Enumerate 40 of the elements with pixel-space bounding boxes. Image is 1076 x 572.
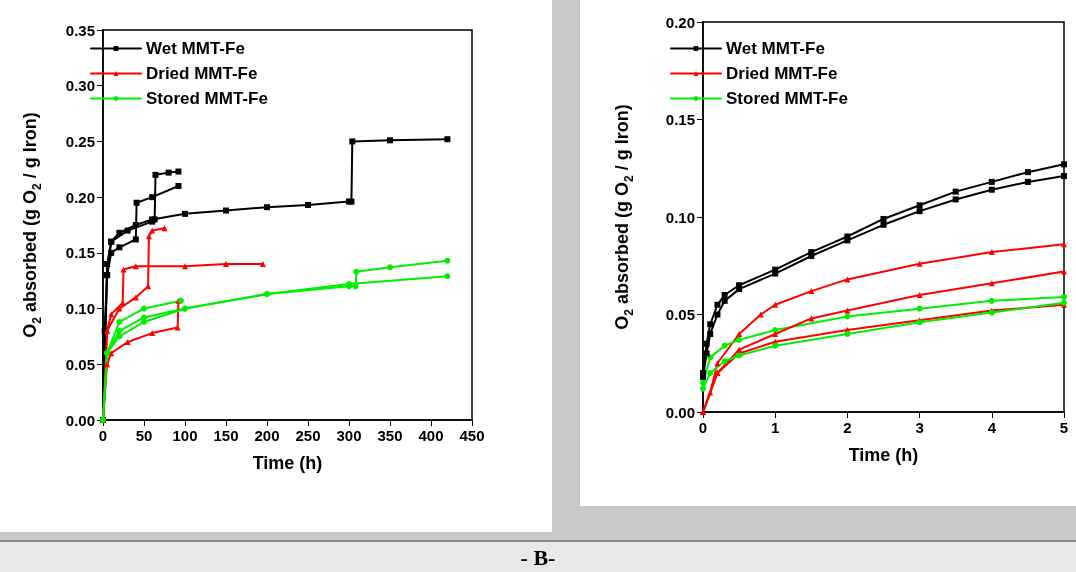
x-tick-label: 250 bbox=[295, 427, 321, 444]
x-tick-label: 400 bbox=[418, 427, 444, 444]
y-tick-label: 0.10 bbox=[665, 208, 695, 226]
x-tick-label: 0 bbox=[698, 419, 708, 436]
x-tick-label: 1 bbox=[771, 419, 780, 436]
y-tick-label: 0.00 bbox=[665, 403, 695, 421]
text: - B- bbox=[0, 540, 1076, 572]
legend-label: Wet MMT-Fe bbox=[726, 39, 825, 58]
x-tick-label: 200 bbox=[254, 427, 280, 444]
x-tick-label: 0 bbox=[98, 427, 108, 444]
y-tick-label: 0.20 bbox=[665, 13, 695, 31]
legend-label: Stored MMT-Fe bbox=[726, 89, 848, 108]
y-axis-title: O2 absorbed (g O2 / g Iron) bbox=[612, 104, 636, 330]
x-axis-title: Time (h) bbox=[848, 445, 919, 465]
x-tick-label: 300 bbox=[336, 427, 362, 444]
y-tick-label: 0.25 bbox=[65, 132, 95, 150]
legend-label: Dried MMT-Fe bbox=[726, 64, 838, 83]
y-tick-label: 0.15 bbox=[65, 244, 95, 262]
y-tick-label: 0.05 bbox=[665, 306, 695, 323]
y-axis-title: O2 absorbed (g O2 / g Iron) bbox=[20, 112, 44, 338]
x-tick-label: 3 bbox=[915, 419, 924, 436]
legend-label: Wet MMT-Fe bbox=[146, 39, 245, 58]
x-tick-label: 100 bbox=[172, 427, 198, 444]
legend-label: Dried MMT-Fe bbox=[146, 64, 258, 83]
y-tick-label: 0.10 bbox=[65, 300, 95, 318]
y-tick-label: 0.35 bbox=[65, 21, 95, 39]
y-tick-label: 0.00 bbox=[65, 411, 95, 429]
x-tick-label: 4 bbox=[987, 419, 997, 436]
x-tick-label: 2 bbox=[843, 419, 852, 436]
x-tick-label: 5 bbox=[1059, 419, 1069, 436]
y-tick-label: 0.05 bbox=[65, 355, 95, 373]
x-tick-label: 50 bbox=[135, 427, 153, 444]
x-axis-title: Time (h) bbox=[252, 453, 323, 473]
x-tick-label: 150 bbox=[213, 427, 239, 444]
x-tick-label: 350 bbox=[377, 427, 403, 444]
y-tick-label: 0.15 bbox=[665, 111, 695, 128]
y-tick-label: 0.30 bbox=[65, 77, 95, 95]
legend-label: Stored MMT-Fe bbox=[146, 89, 268, 108]
y-tick-label: 0.20 bbox=[65, 188, 95, 206]
x-tick-label: 450 bbox=[459, 427, 485, 444]
